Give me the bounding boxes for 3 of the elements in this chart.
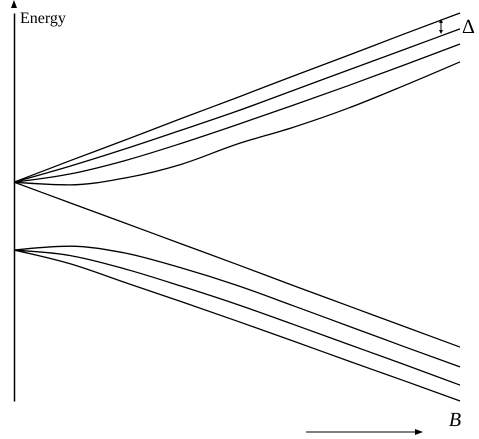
x-axis-title: B [448, 409, 462, 431]
y-axis-title: Energy [20, 10, 66, 27]
annotation: Δ [462, 16, 475, 38]
